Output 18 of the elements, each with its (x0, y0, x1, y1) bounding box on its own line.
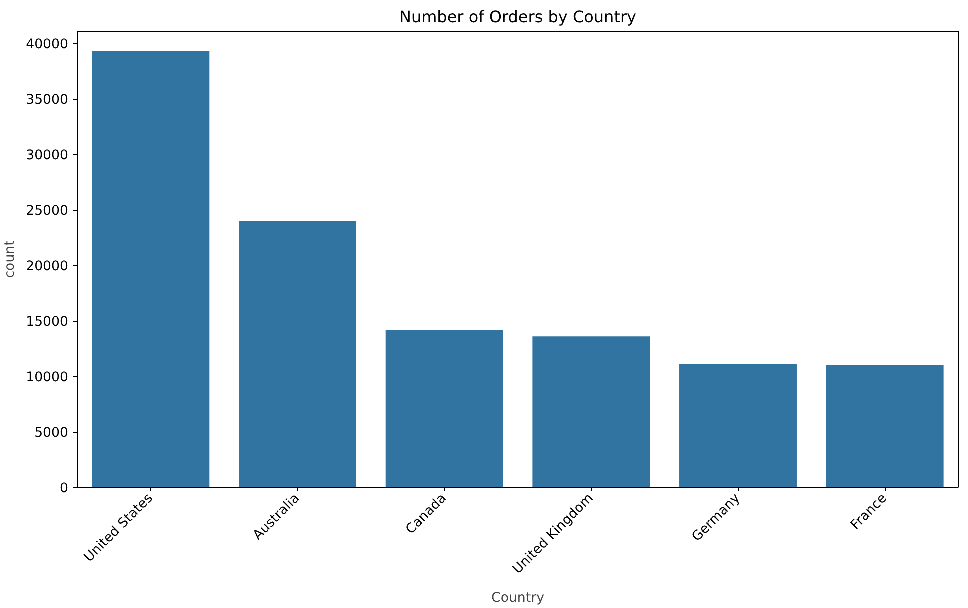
y-tick-label: 30000 (26, 148, 69, 164)
bar (386, 330, 504, 488)
y-axis-title: count (3, 240, 18, 278)
y-tick-label: 5000 (34, 426, 69, 442)
bar (826, 365, 944, 488)
y-tick-label: 40000 (26, 38, 69, 53)
bar (92, 51, 210, 488)
y-tick-label: 25000 (26, 204, 69, 220)
x-axis-title: Country (492, 590, 545, 606)
bar (532, 336, 650, 488)
y-tick-label: 0 (60, 482, 69, 496)
bar (239, 221, 356, 488)
y-tick-label: 15000 (26, 315, 69, 330)
y-tick-label: 10000 (26, 370, 69, 386)
chart-title: Number of Orders by Country (399, 8, 637, 26)
y-tick-label: 35000 (26, 93, 69, 108)
y-tick-label: 20000 (26, 260, 69, 275)
bar (680, 364, 797, 488)
